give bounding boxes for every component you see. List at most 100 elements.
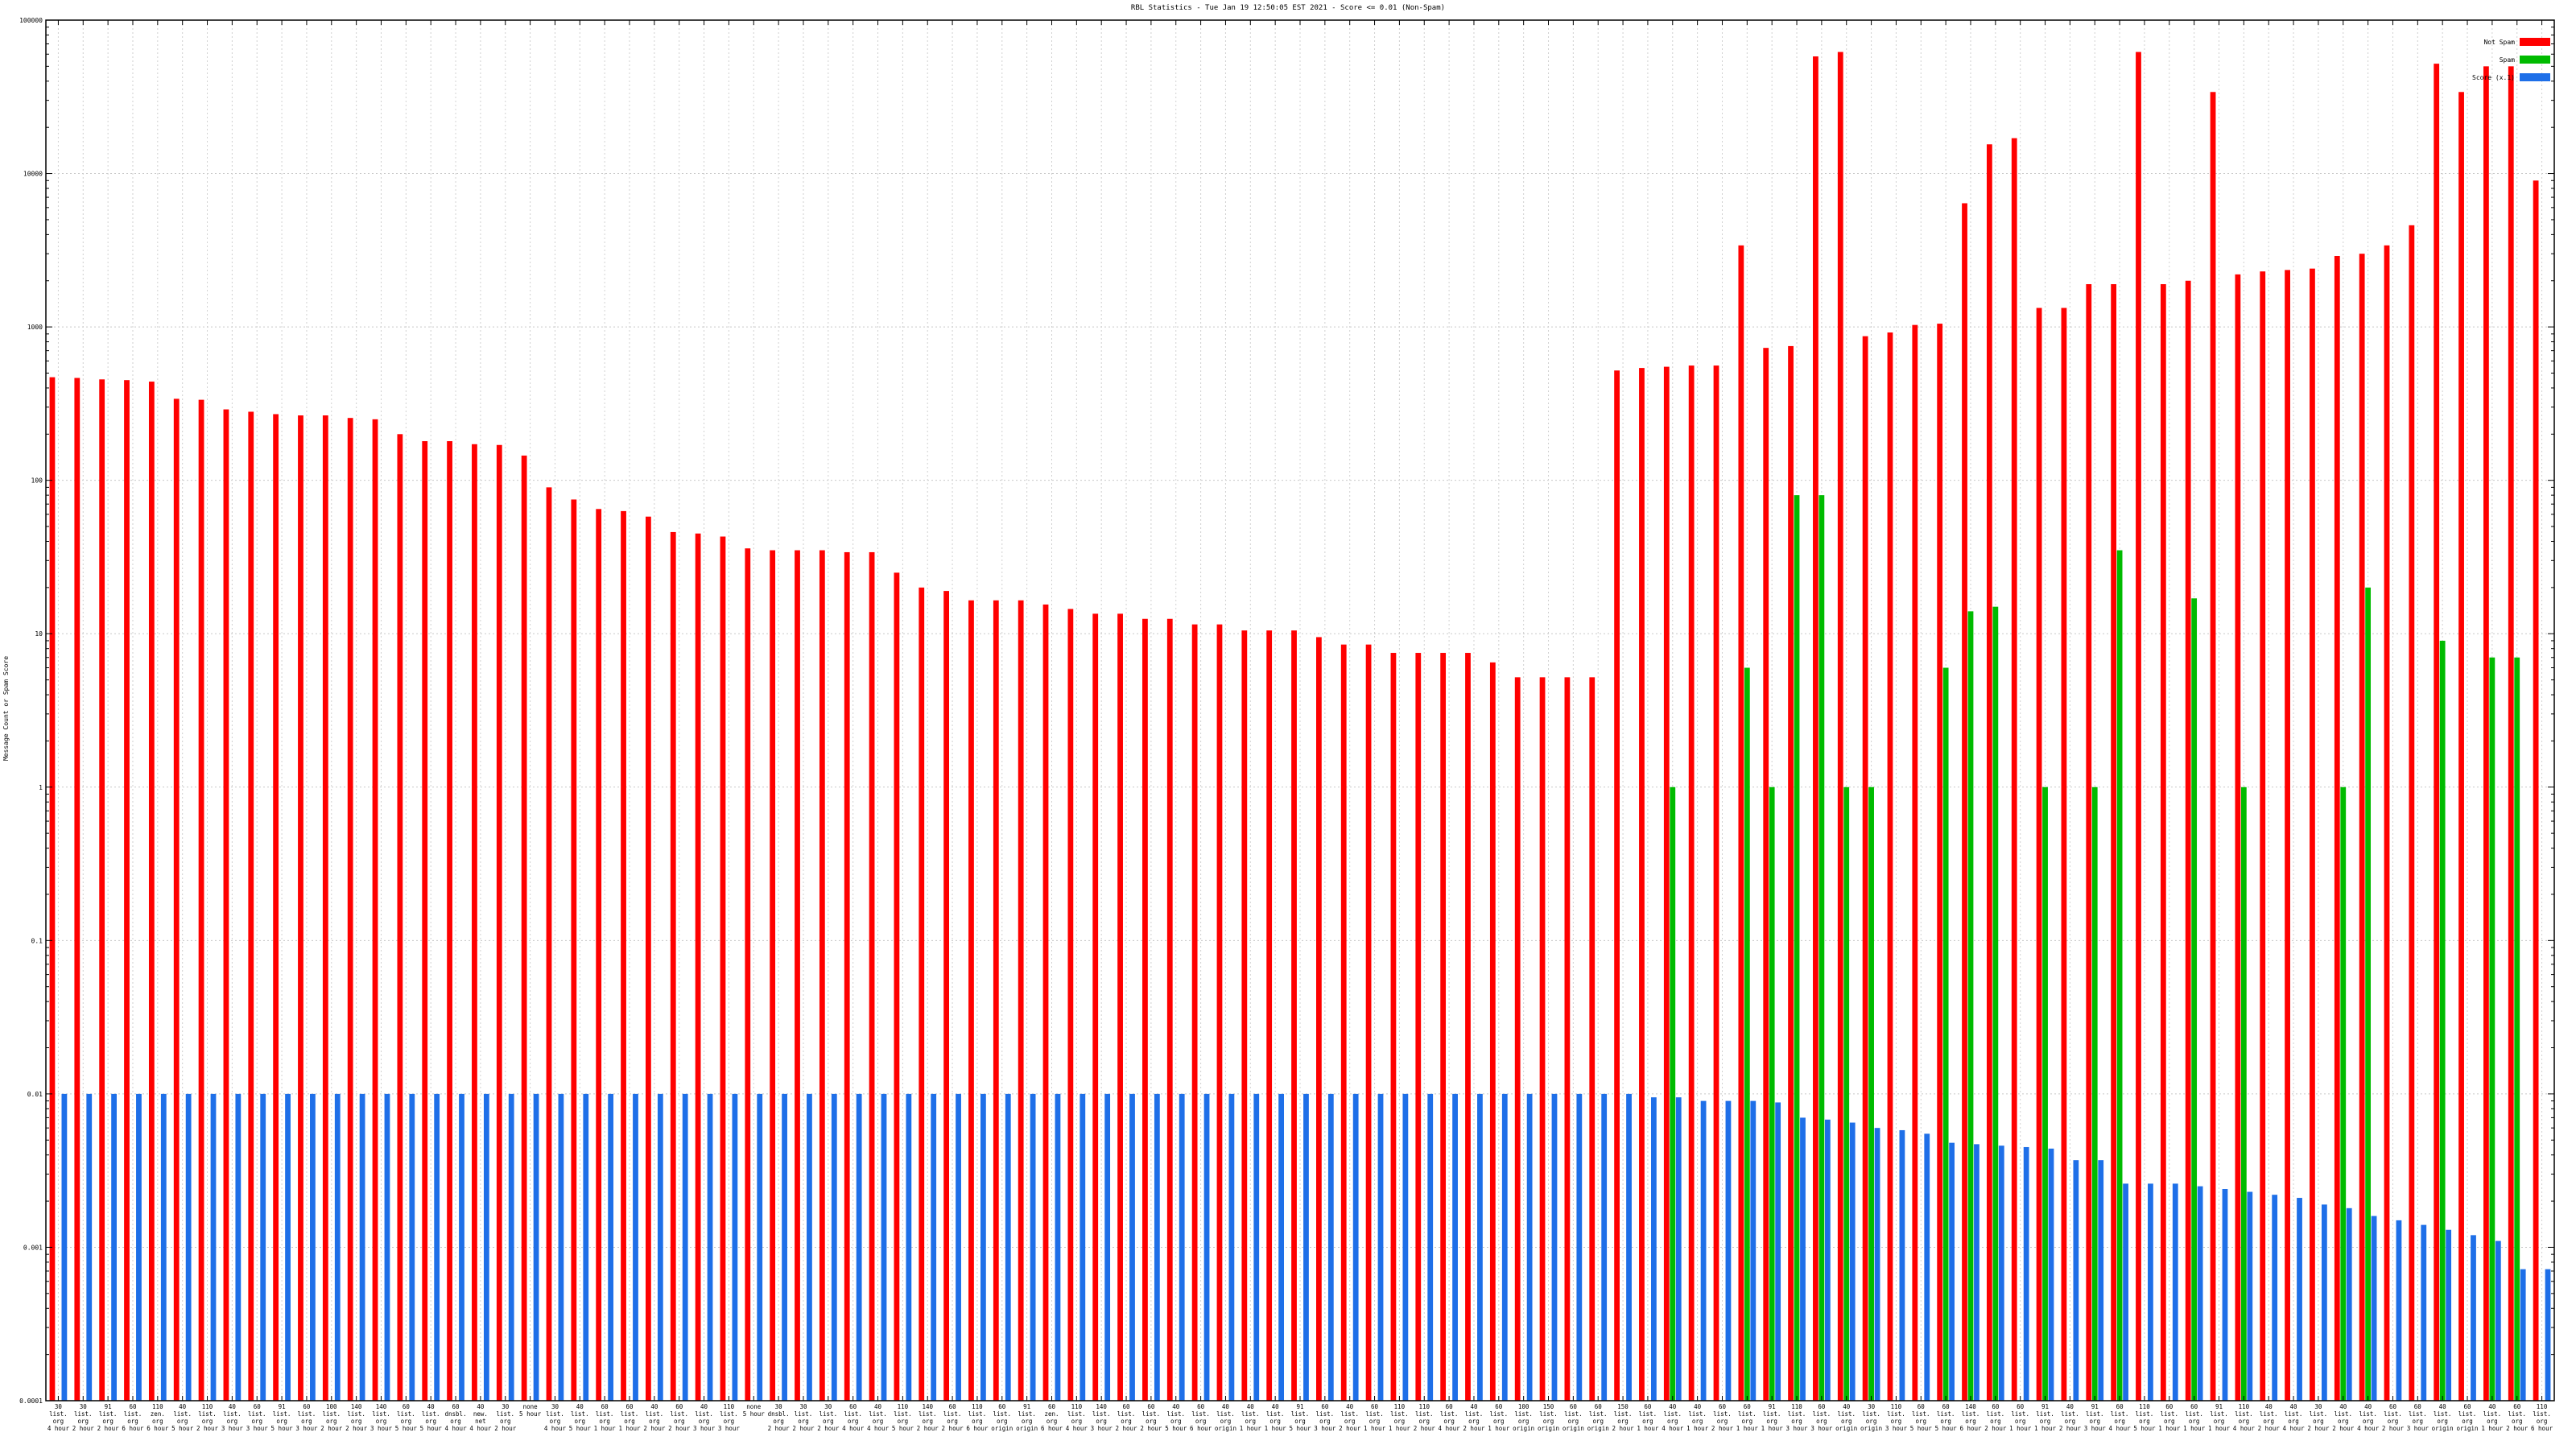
- not-spam-bar: [1589, 677, 1596, 1401]
- x-tick-label-line: org: [326, 1418, 337, 1425]
- not-spam-bar: [1937, 324, 1943, 1401]
- not-spam-bar: [2384, 245, 2390, 1401]
- x-tick-label-line: 140: [1096, 1403, 1107, 1410]
- spam-bar: [1670, 786, 1676, 1401]
- not-spam-bar: [1539, 677, 1546, 1401]
- spam-bar: [2365, 587, 2372, 1401]
- y-tick-label: 1000: [27, 324, 43, 331]
- x-tick-label-line: 60: [1918, 1403, 1926, 1410]
- x-tick-label-line: org: [1146, 1418, 1157, 1425]
- x-tick-label-line: 2 hour: [668, 1425, 691, 1432]
- x-tick-label-line: 6 hour: [966, 1425, 989, 1432]
- x-tick-label-line: 6 hour: [1041, 1425, 1063, 1432]
- x-tick-label-line: list.: [2359, 1410, 2377, 1418]
- x-tick-label-line: org: [53, 1418, 64, 1425]
- x-tick-label: 40 list. org 2 hour: [643, 1403, 666, 1432]
- not-spam-bar: [1216, 624, 1223, 1401]
- x-tick-label-line: list.: [422, 1410, 440, 1418]
- x-tick-label-line: list.: [2260, 1410, 2278, 1418]
- x-tick-label: 60 list. org 1 hour: [2009, 1403, 2032, 1432]
- score-bar: [1601, 1093, 1608, 1401]
- x-tick-label-line: org: [1418, 1418, 1430, 1425]
- not-spam-bar: [2434, 64, 2440, 1401]
- x-tick-label-line: 40: [2066, 1403, 2074, 1410]
- x-tick-label-line: 2 hour: [768, 1425, 791, 1432]
- x-tick-label-line: 5 hour: [1289, 1425, 1311, 1432]
- score-bar: [2421, 1224, 2427, 1401]
- x-tick-label-line: org: [127, 1418, 138, 1425]
- x-tick-label-line: 2 hour: [792, 1425, 815, 1432]
- x-tick-label-line: 100: [1518, 1403, 1530, 1410]
- x-tick-label-line: list.: [993, 1410, 1011, 1418]
- score-bar: [310, 1093, 316, 1401]
- x-tick-label-line: 140: [1965, 1403, 1976, 1410]
- x-tick-label-line: 1 hour: [1761, 1425, 1784, 1432]
- x-tick-label: 60 list. org 1 hour: [1637, 1403, 1659, 1432]
- x-tick-label-line: 2 hour: [345, 1425, 368, 1432]
- x-tick-label-line: org: [947, 1418, 958, 1425]
- x-tick-label: 100 list. org 2 hour: [320, 1403, 343, 1432]
- not-spam-bar: [844, 551, 850, 1401]
- x-tick-label-line: list.: [1216, 1410, 1235, 1418]
- x-tick-label-line: 2 hour: [942, 1425, 964, 1432]
- x-tick-label-line: 2 hour: [1984, 1425, 2007, 1432]
- spam-bar: [1818, 495, 1825, 1401]
- x-tick-label-line: 110: [724, 1403, 735, 1410]
- not-spam-bar: [347, 418, 353, 1401]
- x-tick-label-line: origin: [1835, 1425, 1857, 1432]
- x-tick-label-line: 3 hour: [2084, 1425, 2107, 1432]
- spam-bar: [2191, 598, 2198, 1401]
- x-tick-label-line: list.: [1763, 1410, 1781, 1418]
- x-tick-label: 40 list. org 4 hour: [1662, 1403, 1684, 1432]
- x-tick-label-line: org: [1319, 1418, 1331, 1425]
- x-tick-label-line: 4 hour: [2283, 1425, 2306, 1432]
- y-tick-label: 100000: [19, 17, 43, 24]
- x-tick-label-line: 5 hour: [271, 1425, 294, 1432]
- x-tick-label: 100 list. org origin: [1513, 1403, 1534, 1432]
- x-tick-label-line: list.: [1663, 1410, 1682, 1418]
- x-tick-label-line: 30: [502, 1403, 510, 1410]
- x-tick-label-line: org: [624, 1418, 635, 1425]
- score-bar: [807, 1093, 812, 1401]
- x-tick-label-line: origin: [1215, 1425, 1236, 1432]
- x-tick-label-line: org: [1742, 1418, 1753, 1425]
- x-tick-label: 60 list. org origin: [991, 1403, 1013, 1432]
- x-tick-label-line: 40: [1172, 1403, 1180, 1410]
- score-bar: [235, 1093, 242, 1401]
- score-bar: [2371, 1216, 2377, 1401]
- not-spam-bar: [49, 377, 56, 1401]
- score-bar: [1402, 1093, 1409, 1401]
- x-tick-label-line: org: [202, 1418, 213, 1425]
- x-tick-label-line: 5 hour: [171, 1425, 194, 1432]
- not-spam-bar: [670, 531, 676, 1401]
- score-bar: [260, 1093, 266, 1401]
- score-bar: [1526, 1093, 1533, 1401]
- x-tick-label: 60 list. org 5 hour: [395, 1403, 418, 1432]
- score-bar: [707, 1093, 713, 1401]
- x-tick-label-line: origin: [2432, 1425, 2454, 1432]
- not-spam-bar: [919, 587, 925, 1401]
- score-bar: [2123, 1183, 2128, 1401]
- x-tick-label-line: list.: [1837, 1410, 1856, 1418]
- score-bar: [1750, 1100, 1757, 1401]
- x-tick-label-line: 1 hour: [1637, 1425, 1659, 1432]
- score-bar: [1203, 1093, 1210, 1401]
- not-spam-bar: [869, 551, 875, 1401]
- not-spam-bar: [1440, 653, 1447, 1401]
- x-tick-label: 60 list. org 4 hour: [1439, 1403, 1461, 1432]
- x-tick-label: 60 list. org origin: [1563, 1403, 1584, 1432]
- x-tick-label-line: org: [2437, 1418, 2448, 1425]
- x-tick-label-line: list.: [596, 1410, 614, 1418]
- x-tick-label: 60 list. org 3 hour: [246, 1403, 269, 1432]
- x-tick-label: 60 list. org 3 hour: [295, 1403, 318, 1432]
- not-spam-bar: [447, 441, 452, 1401]
- not-spam-bar: [198, 399, 204, 1401]
- x-tick-label-line: 1 hour: [1488, 1425, 1510, 1432]
- score-bar: [2446, 1229, 2452, 1401]
- x-tick-label-line: list.: [198, 1410, 217, 1418]
- not-spam-bar: [1191, 624, 1198, 1401]
- x-tick-label-line: 2 hour: [2307, 1425, 2330, 1432]
- not-spam-bar: [1166, 618, 1173, 1401]
- score-bar: [1974, 1144, 1979, 1401]
- x-tick-label: 60 list. org 1 hour: [618, 1403, 641, 1432]
